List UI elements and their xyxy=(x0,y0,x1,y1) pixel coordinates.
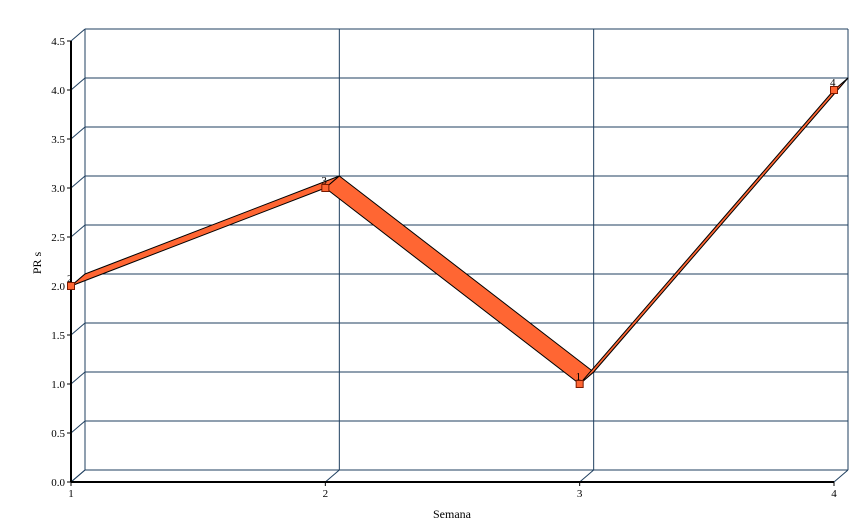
x-tick-label: 4 xyxy=(831,488,837,500)
y-axis-title: PR s xyxy=(30,252,44,275)
h-gridline-depth xyxy=(70,28,86,42)
v-gridline-depth xyxy=(325,469,340,483)
h-gridline-depth xyxy=(70,126,86,140)
series-ribbon-segment xyxy=(70,175,340,287)
y-tick-label: 1.5 xyxy=(51,330,65,342)
grid-layer xyxy=(70,28,849,483)
series-ribbon-segment xyxy=(324,175,595,385)
data-point-marker xyxy=(575,380,584,388)
v-gridline-depth xyxy=(833,469,849,483)
y-tick-label: 0.0 xyxy=(51,477,65,489)
y-tick-label: 4.5 xyxy=(51,36,65,48)
h-gridline-depth xyxy=(70,175,86,189)
data-label: 2 xyxy=(67,273,73,285)
y-tick-label: 0.5 xyxy=(51,428,65,440)
label-layer: 0.0 0.5 1.0 1.5 2.0 2.5 3.0 3.5 4.0 4.5 1 2 3 4 2 3 1 4 xyxy=(51,36,837,500)
data-point-marker xyxy=(830,86,838,94)
y-tick-label: 3.0 xyxy=(51,183,65,195)
data-point-marker xyxy=(67,282,75,290)
h-gridline-depth xyxy=(70,77,86,91)
h-gridline-depth xyxy=(70,224,86,238)
data-point-marker xyxy=(321,184,330,192)
data-label: 1 xyxy=(576,371,582,383)
x-axis-title: Semana xyxy=(433,507,472,521)
axis-layer xyxy=(67,40,835,486)
y-tick-label: 2.5 xyxy=(51,232,65,244)
data-label: 4 xyxy=(830,77,836,89)
x-tick-label: 3 xyxy=(577,488,583,500)
y-tick-label: 2.0 xyxy=(51,281,65,293)
v-gridline-depth xyxy=(579,469,594,483)
series-ribbon-segment xyxy=(579,77,849,385)
h-gridline-depth xyxy=(70,322,86,336)
x-tick-label: 2 xyxy=(323,488,329,500)
h-gridline-depth xyxy=(70,420,86,434)
data-label: 3 xyxy=(321,175,327,187)
x-tick-label: 1 xyxy=(68,488,74,500)
v-gridline-depth xyxy=(70,469,86,483)
y-tick-label: 1.0 xyxy=(51,379,65,391)
y-tick-label: 3.5 xyxy=(51,134,65,146)
y-tick-label: 4.0 xyxy=(51,85,65,97)
series-layer xyxy=(67,77,849,388)
h-gridline-depth xyxy=(70,371,86,385)
